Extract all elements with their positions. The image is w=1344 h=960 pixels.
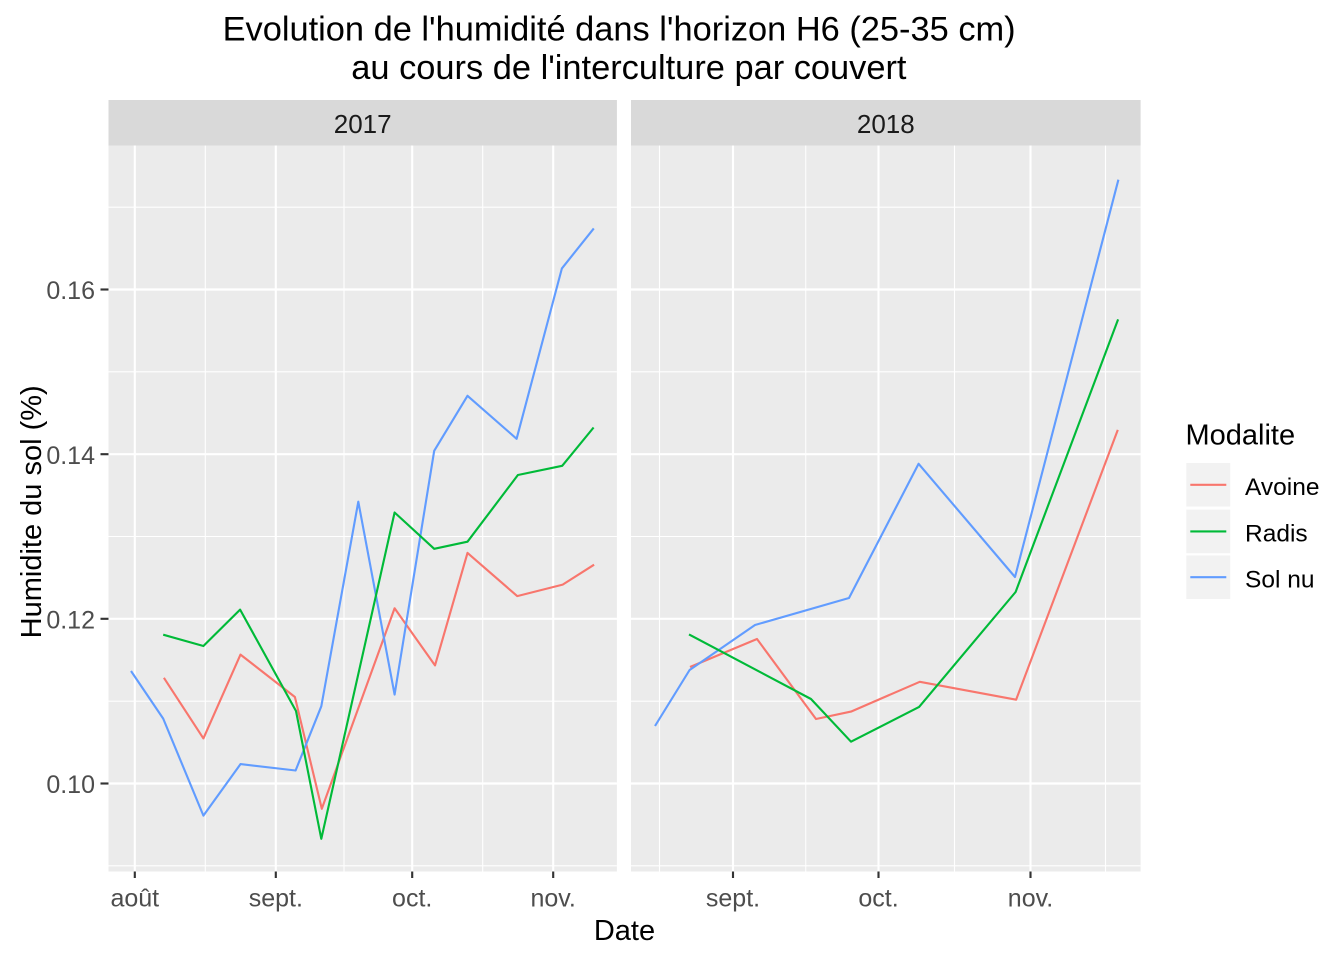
svg-text:au cours de l'interculture par: au cours de l'interculture par couvert <box>351 49 907 87</box>
svg-text:oct.: oct. <box>858 885 898 913</box>
svg-text:Date: Date <box>594 915 655 947</box>
svg-text:sept.: sept. <box>249 885 303 913</box>
svg-text:oct.: oct. <box>392 885 432 913</box>
svg-text:0.16: 0.16 <box>46 277 95 305</box>
svg-text:sept.: sept. <box>706 885 760 913</box>
svg-text:Humidite du sol (%): Humidite du sol (%) <box>16 385 48 638</box>
svg-text:Evolution de l'humidité dans l: Evolution de l'humidité dans l'horizon H… <box>223 11 1016 49</box>
svg-text:Avoine: Avoine <box>1245 474 1319 501</box>
svg-text:nov.: nov. <box>1008 885 1053 913</box>
svg-text:Sol nu: Sol nu <box>1245 567 1314 594</box>
svg-text:0.10: 0.10 <box>46 771 95 799</box>
svg-text:0.12: 0.12 <box>46 607 95 635</box>
svg-text:Radis: Radis <box>1245 521 1308 548</box>
svg-text:nov.: nov. <box>530 885 575 913</box>
svg-text:août: août <box>110 885 159 913</box>
svg-text:2017: 2017 <box>334 109 392 139</box>
svg-text:Modalite: Modalite <box>1186 420 1296 452</box>
svg-text:2018: 2018 <box>857 109 915 139</box>
svg-text:0.14: 0.14 <box>46 442 95 470</box>
